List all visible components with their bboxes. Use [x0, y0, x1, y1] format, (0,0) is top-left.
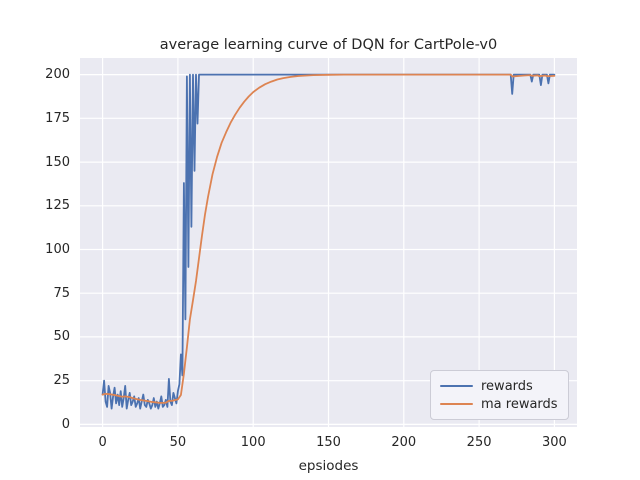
x-tick-label: 200 [391, 435, 417, 450]
chart-title: average learning curve of DQN for CartPo… [159, 37, 498, 53]
x-tick-label: 150 [316, 435, 341, 450]
legend-label-rewards: rewards [481, 378, 533, 394]
x-tick-label: 100 [240, 435, 266, 450]
y-tick-label: 100 [45, 242, 70, 257]
rewards-line-swatch [440, 384, 473, 388]
y-tick-label: 175 [45, 110, 70, 126]
x-tick-label: 300 [541, 435, 567, 450]
legend-label-ma-rewards: ma rewards [481, 396, 558, 412]
x-tick-label: 0 [98, 435, 107, 450]
rewards-line [101, 73, 556, 410]
y-tick-label: 75 [53, 285, 70, 301]
legend-entry-ma-rewards: ma rewards [440, 396, 560, 412]
y-tick-label: 25 [53, 373, 70, 389]
x-tick-label: 250 [466, 435, 492, 450]
legend-box: rewards ma rewards [430, 370, 569, 420]
y-tick-label: 125 [45, 198, 70, 214]
y-tick-label: 150 [45, 154, 70, 170]
y-tick-label: 200 [45, 67, 70, 83]
y-tick-label: 0 [61, 416, 70, 432]
x-axis-label: epsiodes [298, 458, 359, 474]
legend-entry-rewards: rewards [440, 378, 560, 394]
ma-rewards-line-swatch [440, 402, 473, 406]
x-tick-label: 50 [169, 435, 187, 450]
ma-rewards-line [101, 73, 556, 404]
y-tick-label: 50 [53, 329, 70, 345]
